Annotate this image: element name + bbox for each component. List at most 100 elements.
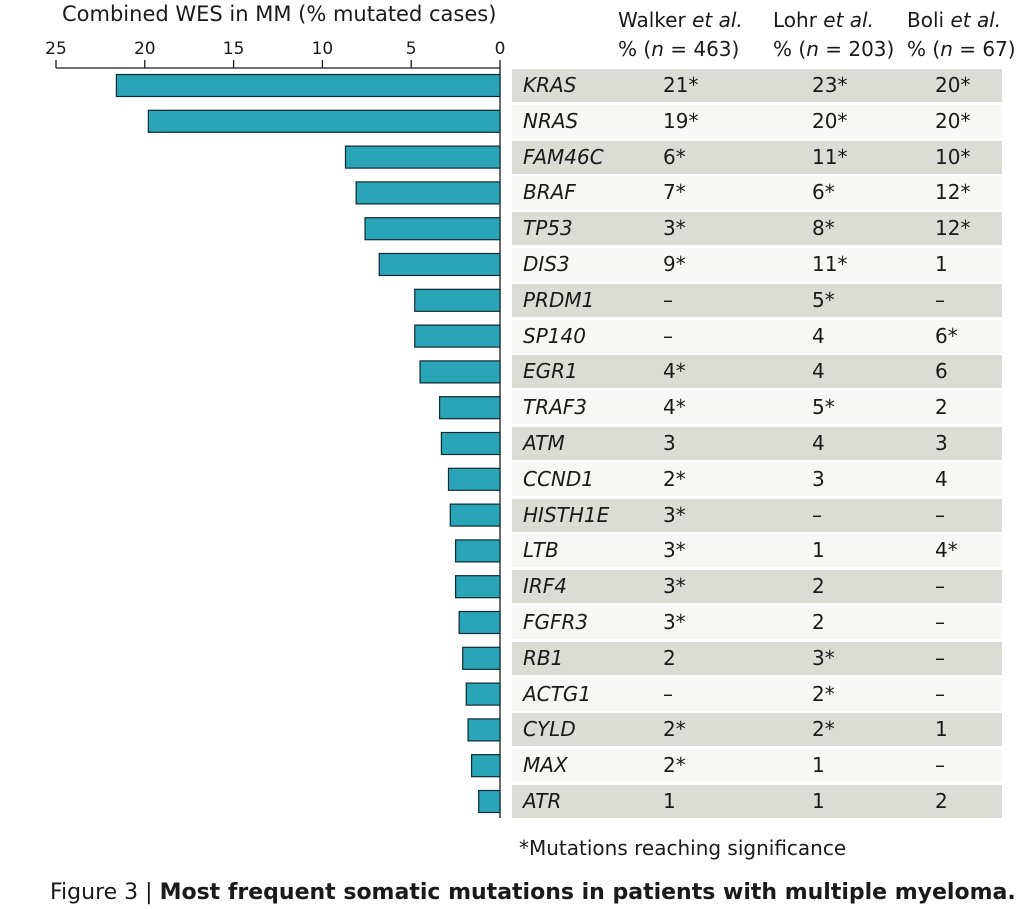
x-tick-label: 5 <box>406 39 417 59</box>
caption-prefix: Figure 3 | <box>50 880 160 905</box>
lohr-cell: 5* <box>812 287 835 312</box>
bar-atr <box>478 789 501 814</box>
gene-cell: TP53 <box>523 216 573 241</box>
gene-cell: NRAS <box>523 108 579 133</box>
boli-cell: – <box>935 610 945 634</box>
bar-chart: 25 20 15 10 5 0 <box>45 39 506 818</box>
gene-cell: KRAS <box>523 73 577 97</box>
table-row: TP53 3* 8* 12* <box>512 212 1002 246</box>
bar-nras <box>147 109 501 133</box>
lohr-pct: % <box>773 37 793 61</box>
walker-cell: 3* <box>663 610 686 634</box>
boli-cell: 10* <box>935 144 971 169</box>
lohr-cell: 1 <box>812 753 825 778</box>
boli-cell: – <box>935 645 945 670</box>
boli-cell: – <box>935 753 945 778</box>
table-row: TRAF3 4* 5* 2 <box>512 391 1002 425</box>
lohr-cell: 2* <box>812 717 835 742</box>
table-row: ATM 3 4 3 <box>512 427 1002 460</box>
boli-cell: 3 <box>935 431 948 455</box>
bar-fam46c <box>344 145 501 169</box>
lohr-cell: 8* <box>812 216 835 241</box>
boli-etal: et al. <box>950 8 1002 32</box>
walker-cell: 19* <box>663 108 699 133</box>
walker-etal: et al. <box>692 8 743 32</box>
lohr-cell: 2 <box>812 574 825 599</box>
walker-cell: 3* <box>663 216 686 241</box>
bar-tp53 <box>364 217 501 241</box>
gene-cell: FAM46C <box>523 144 604 169</box>
table-row: FAM46C 6* 11* 10* <box>512 140 1002 174</box>
lohr-etal: et al. <box>823 8 874 32</box>
lohr-cell: 4 <box>812 359 825 384</box>
table-row: LTB 3* 1 4* <box>512 534 1002 568</box>
table-row: CCND1 2* 3 4 <box>512 462 1002 496</box>
walker-eq: = 463) <box>670 37 740 61</box>
bar-fgfr3 <box>458 610 501 635</box>
gene-cell: PRDM1 <box>523 287 595 312</box>
walker-cell: 1 <box>663 789 676 813</box>
boli-cell: – <box>935 681 945 706</box>
x-tick-label: 10 <box>312 39 334 59</box>
lohr-cell: 4 <box>812 323 825 348</box>
boli-cell: 2 <box>935 789 948 813</box>
walker-cell: 2* <box>663 717 686 742</box>
gene-cell: RB1 <box>523 645 564 670</box>
walker-cell: 9* <box>663 252 686 276</box>
boli-cell: – <box>935 287 945 312</box>
lohr-cell: 2 <box>812 610 825 634</box>
bar-cyld <box>467 718 501 742</box>
walker-cell: – <box>663 287 673 312</box>
gene-cell: BRAF <box>523 180 576 205</box>
bar-series <box>115 73 501 814</box>
boli-cell: 2 <box>935 395 948 420</box>
lohr-cell: 23* <box>812 73 848 97</box>
gene-cell: ATM <box>523 431 565 455</box>
table-row: IRF4 3* 2 – <box>512 570 1002 604</box>
walker-cell: 21* <box>663 73 699 97</box>
footnote: *Mutations reaching significance <box>519 836 847 860</box>
table-row: MAX 2* 1 – <box>512 749 1002 783</box>
walker-n: n <box>651 37 664 61</box>
bar-irf4 <box>455 575 501 599</box>
walker-cell: 6* <box>663 144 686 169</box>
table-row: FGFR3 3* 2 – <box>512 606 1002 639</box>
x-tick-label: 0 <box>495 39 506 59</box>
bar-ltb <box>455 539 501 563</box>
walker-cell: 4* <box>663 359 686 384</box>
walker-cell: 3* <box>663 574 686 599</box>
boli-cell: 12* <box>935 180 971 205</box>
bar-sp140 <box>414 324 501 348</box>
gene-cell: EGR1 <box>523 359 578 384</box>
bar-braf <box>355 181 501 205</box>
walker-cell: 2 <box>663 645 676 670</box>
bar-actg1 <box>465 682 501 706</box>
lohr-cell: 20* <box>812 108 848 133</box>
walker-cell: 3* <box>663 538 686 563</box>
boli-cell: – <box>935 574 945 599</box>
table-row: ACTG1 – 2* – <box>512 677 1002 711</box>
table-row: CYLD 2* 2* 1 <box>512 713 1002 747</box>
boli-cell: 4* <box>935 538 958 563</box>
table-row: KRAS 21* 23* 20* <box>512 69 1002 102</box>
walker-cell: 4* <box>663 395 686 420</box>
boli-cell: 20* <box>935 108 971 133</box>
boli-cell: 20* <box>935 73 971 97</box>
table-row: DIS3 9* 11* 1 <box>512 248 1002 281</box>
bar-ccnd1 <box>447 467 501 491</box>
lohr-cell: 6* <box>812 180 835 205</box>
table-row: ATR 1 1 2 <box>512 785 1002 818</box>
bar-max <box>470 754 501 778</box>
bar-prdm1 <box>414 288 501 312</box>
column-header-boli: Boli et al. % (n = 67) <box>907 8 1016 61</box>
bar-egr1 <box>419 360 501 384</box>
lohr-cell: 3 <box>812 466 825 491</box>
bar-kras <box>115 73 501 98</box>
gene-cell: ATR <box>523 789 562 813</box>
table-row: BRAF 7* 6* 12* <box>512 176 1002 210</box>
boli-cell: 1 <box>935 717 948 742</box>
gene-cell: CCND1 <box>523 466 595 491</box>
walker-cell: – <box>663 323 673 348</box>
boli-cell: 12* <box>935 216 971 241</box>
walker-cell: 7* <box>663 180 686 205</box>
